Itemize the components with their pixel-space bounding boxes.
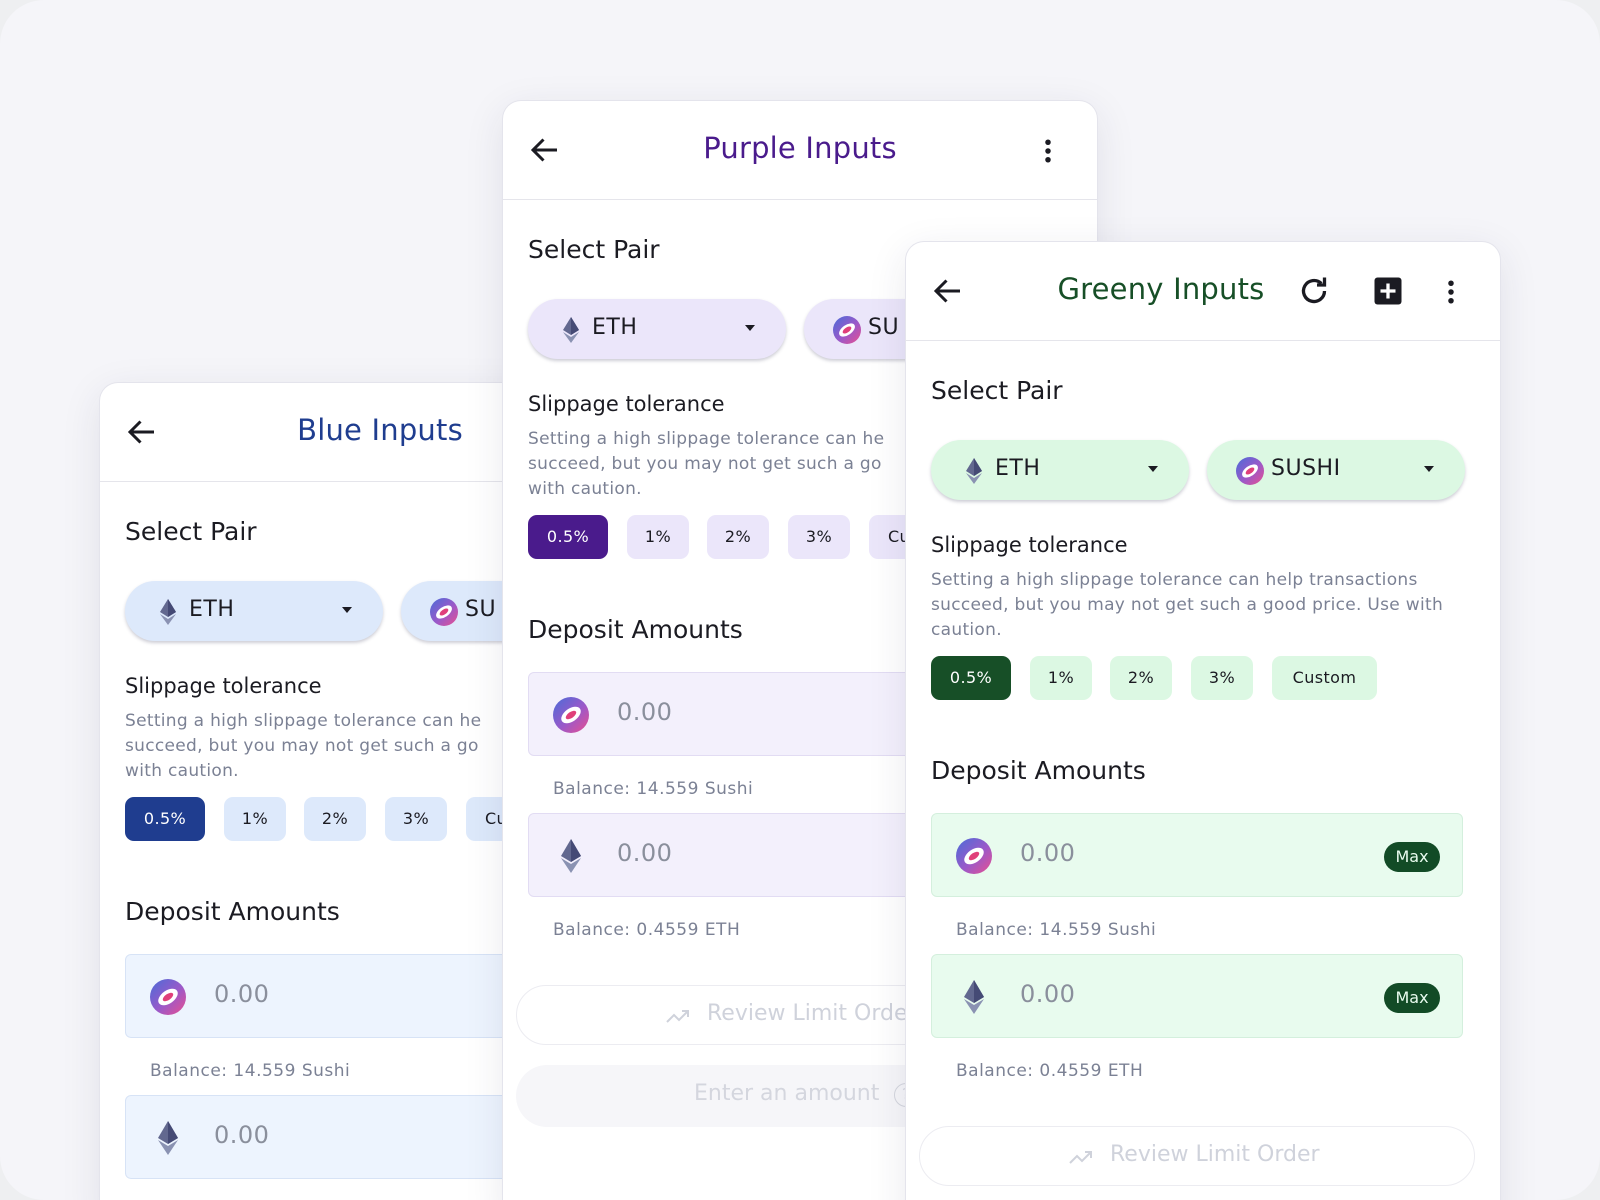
greeny-inputs-panel: Greeny Inputs Select Pair ETH SUSHI Slip…: [906, 242, 1500, 1200]
back-arrow-icon[interactable]: [930, 273, 966, 309]
sushi-icon: [833, 316, 861, 344]
token-a-select[interactable]: ETH: [528, 299, 786, 359]
chevron-down-icon: [1148, 466, 1158, 472]
slippage-description: Setting a high slippage tolerance can he…: [125, 711, 482, 781]
select-pair-heading: Select Pair: [125, 517, 257, 546]
slippage-description: Setting a high slippage tolerance can he…: [528, 429, 885, 499]
token-a-select[interactable]: ETH: [931, 440, 1189, 500]
slippage-chip-2[interactable]: 2%: [304, 797, 366, 841]
more-vertical-icon[interactable]: [1436, 276, 1466, 308]
amount-a-value: 0.00: [1020, 839, 1076, 867]
select-pair-heading: Select Pair: [931, 376, 1063, 405]
page-title: Greeny Inputs: [1057, 272, 1265, 306]
page-title: Purple Inputs: [703, 131, 897, 165]
eth-icon: [561, 839, 581, 873]
amount-a-input[interactable]: 0.00 Max: [931, 813, 1463, 897]
amount-a-value: 0.00: [617, 698, 673, 726]
slippage-chip-1[interactable]: 1%: [627, 515, 689, 559]
balance-b: Balance: 0.4559 ETH: [553, 920, 741, 940]
enter-amount-label: Enter an amount: [694, 1081, 880, 1106]
token-b-select[interactable]: SUSHI: [1207, 440, 1465, 500]
slippage-description: Setting a high slippage tolerance can he…: [931, 570, 1444, 640]
token-a-select[interactable]: ETH: [125, 581, 383, 641]
refresh-icon[interactable]: [1296, 273, 1332, 309]
back-arrow-icon[interactable]: [527, 132, 563, 168]
balance-b: Balance: 0.4559 ETH: [956, 1061, 1144, 1081]
select-pair-heading: Select Pair: [528, 235, 660, 264]
slippage-chip-3[interactable]: 3%: [1191, 656, 1253, 700]
slippage-chip-1[interactable]: 1%: [1030, 656, 1092, 700]
amount-b-value: 0.00: [214, 1121, 270, 1149]
balance-a: Balance: 14.559 Sushi: [553, 779, 754, 799]
slippage-chip-2[interactable]: 2%: [1110, 656, 1172, 700]
slippage-chip-2[interactable]: 2%: [707, 515, 769, 559]
review-limit-order-label: Review Limit Orde: [707, 1001, 908, 1026]
slippage-heading: Slippage tolerance: [528, 392, 725, 416]
token-a-label: ETH: [592, 315, 638, 340]
slippage-chip-1[interactable]: 1%: [224, 797, 286, 841]
review-limit-order-label: Review Limit Order: [1110, 1142, 1320, 1167]
deposit-heading: Deposit Amounts: [528, 615, 743, 644]
balance-a: Balance: 14.559 Sushi: [150, 1061, 351, 1081]
more-vertical-icon[interactable]: [1033, 135, 1063, 167]
review-limit-order-button[interactable]: Review Limit Orde: [516, 985, 1072, 1045]
slippage-heading: Slippage tolerance: [931, 533, 1128, 557]
amount-b-value: 0.00: [1020, 980, 1076, 1008]
max-button[interactable]: Max: [1384, 842, 1440, 872]
amount-a-value: 0.00: [214, 980, 270, 1008]
eth-icon: [563, 317, 579, 343]
slippage-chip-0-5[interactable]: 0.5%: [125, 797, 205, 841]
balance-a: Balance: 14.559 Sushi: [956, 920, 1157, 940]
chevron-down-icon: [342, 607, 352, 613]
add-box-icon[interactable]: [1370, 273, 1406, 309]
app-bar: Greeny Inputs: [906, 242, 1500, 341]
back-arrow-icon[interactable]: [124, 414, 160, 450]
app-bar: Purple Inputs: [503, 101, 1097, 200]
slippage-chip-3[interactable]: 3%: [385, 797, 447, 841]
eth-icon: [966, 458, 982, 484]
slippage-chip-custom[interactable]: Custom: [1272, 656, 1377, 700]
sushi-icon: [553, 697, 589, 733]
chevron-down-icon: [745, 325, 755, 331]
app-bar: Blue Inputs: [100, 383, 660, 482]
trend-icon: [1069, 1151, 1092, 1164]
slippage-heading: Slippage tolerance: [125, 674, 322, 698]
amount-b-input[interactable]: 0.00 Max: [931, 954, 1463, 1038]
page-title: Blue Inputs: [297, 413, 463, 447]
slippage-chip-0-5[interactable]: 0.5%: [528, 515, 608, 559]
token-b-label: SUSHI: [1271, 456, 1341, 481]
eth-icon: [160, 599, 176, 625]
sushi-icon: [1236, 457, 1264, 485]
deposit-heading: Deposit Amounts: [125, 897, 340, 926]
token-b-label: SU: [465, 597, 497, 622]
eth-icon: [964, 980, 984, 1014]
review-limit-order-button[interactable]: Review Limit Order: [919, 1126, 1475, 1186]
max-button[interactable]: Max: [1384, 983, 1440, 1013]
slippage-chip-3[interactable]: 3%: [788, 515, 850, 559]
sushi-icon: [150, 979, 186, 1015]
trend-icon: [666, 1010, 689, 1023]
slippage-chip-0-5[interactable]: 0.5%: [931, 656, 1011, 700]
eth-icon: [158, 1121, 178, 1155]
token-a-label: ETH: [995, 456, 1041, 481]
deposit-heading: Deposit Amounts: [931, 756, 1146, 785]
chevron-down-icon: [1424, 466, 1434, 472]
amount-b-value: 0.00: [617, 839, 673, 867]
sushi-icon: [430, 598, 458, 626]
sushi-icon: [956, 838, 992, 874]
token-a-label: ETH: [189, 597, 235, 622]
token-b-label: SU: [868, 315, 900, 340]
